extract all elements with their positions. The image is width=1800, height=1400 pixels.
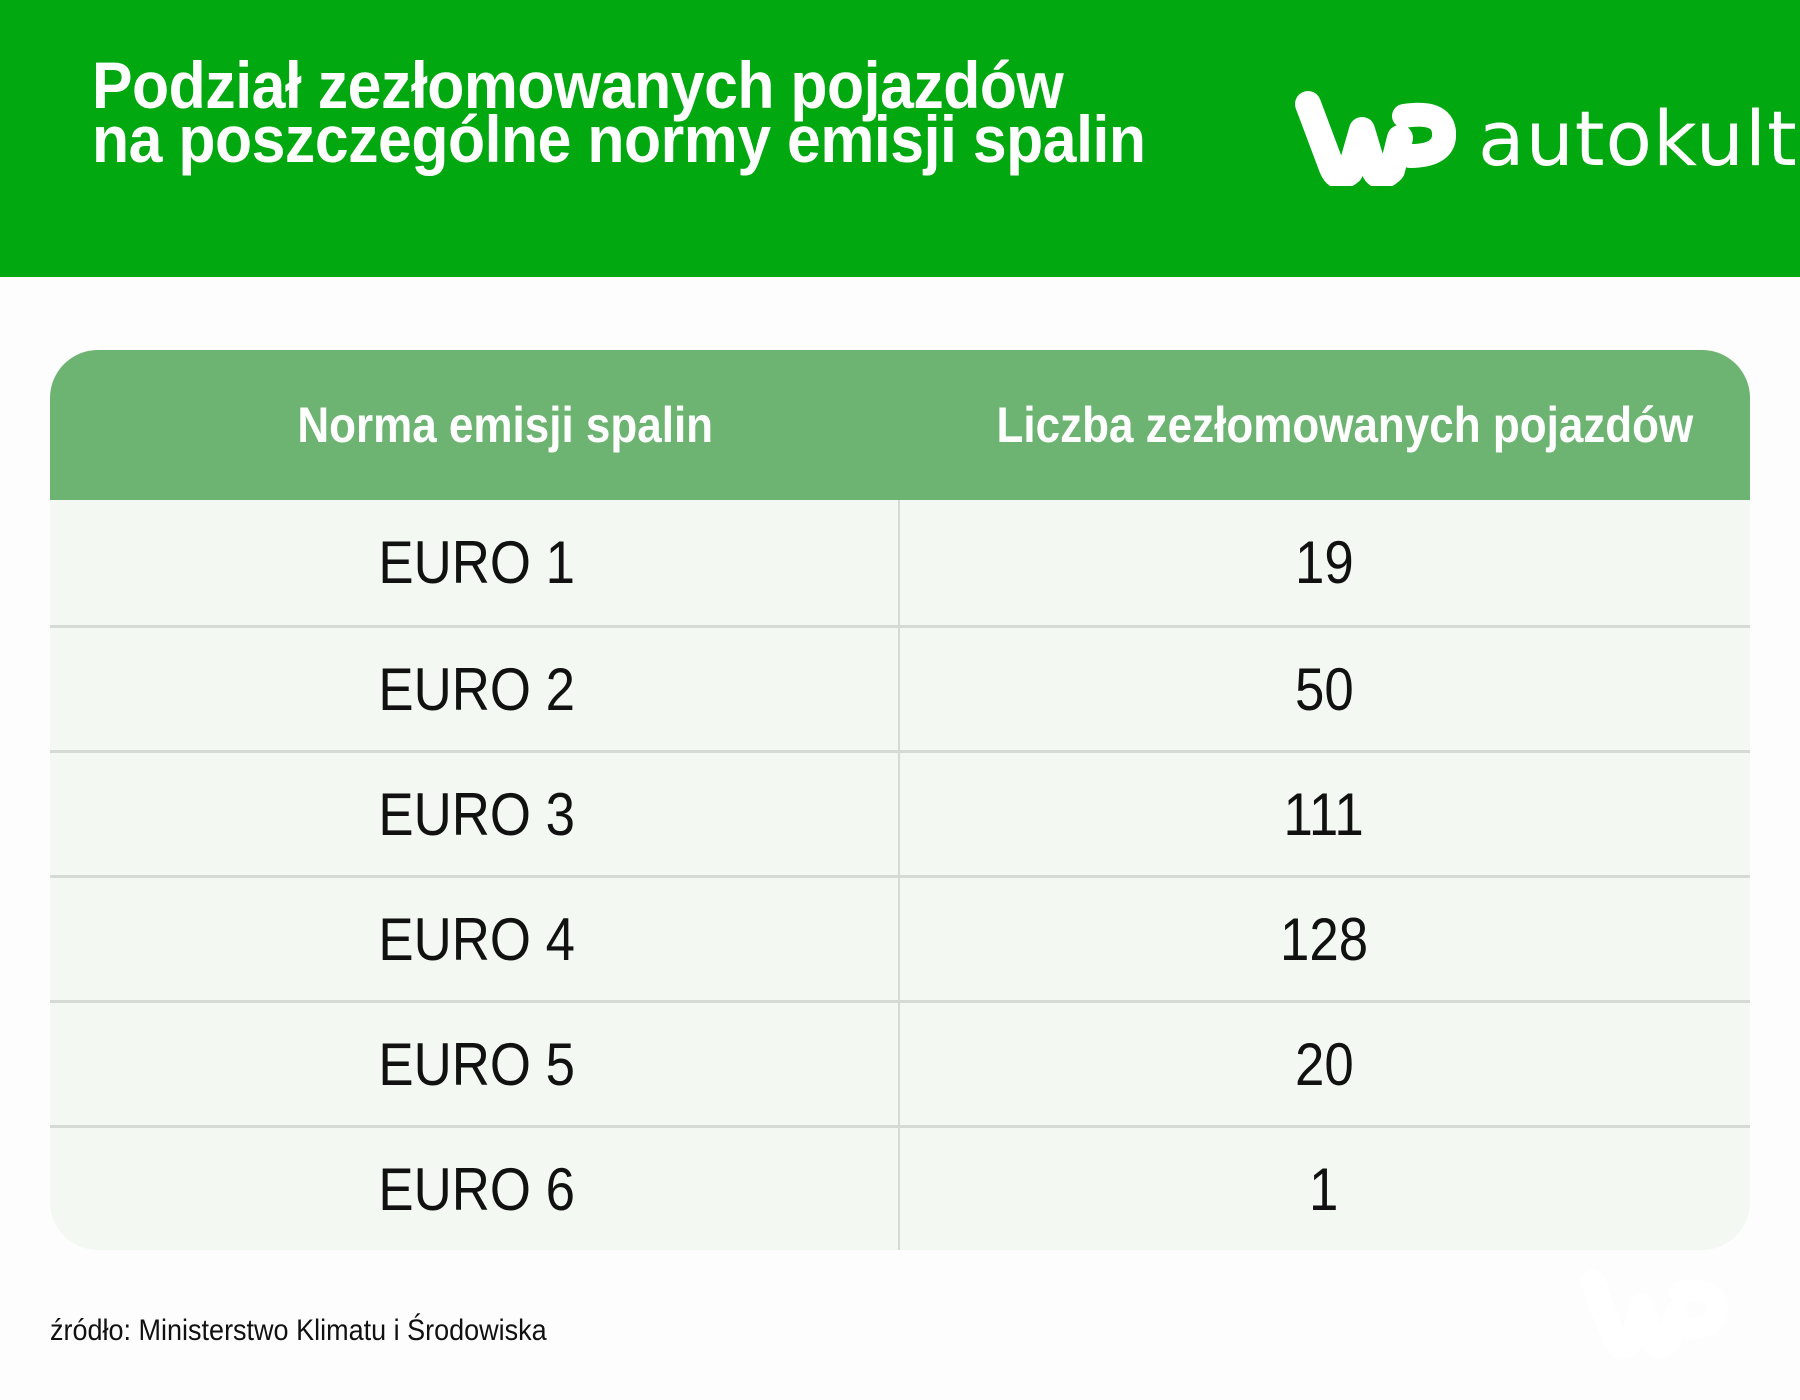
emission-table: Norma emisji spalin Liczba zezłomowanych… (50, 350, 1750, 1250)
cell-count: 20 (1294, 1030, 1354, 1098)
column-header-count: Liczba zezłomowanych pojazdów (996, 397, 1694, 453)
cell-count: 50 (1294, 655, 1354, 723)
wp-watermark-icon (1580, 1269, 1728, 1359)
title-line-2: na poszczególne normy emisji spalin (92, 102, 1146, 176)
brand-logo: autokult (1292, 88, 1798, 188)
cell-norm: EURO 2 (50, 628, 900, 750)
table-row: EURO 3 111 (50, 750, 1750, 875)
table-row: EURO 6 1 (50, 1125, 1750, 1250)
table-body: EURO 1 19 EURO 2 50 EURO 3 111 EURO 4 12… (50, 500, 1750, 1250)
table-row: EURO 4 128 (50, 875, 1750, 1000)
header-banner: Podział zezłomowanych pojazdów na poszcz… (0, 0, 1800, 277)
brand-name: autokult (1478, 93, 1798, 183)
cell-norm: EURO 3 (50, 753, 900, 875)
cell-norm: EURO 5 (50, 1003, 900, 1125)
cell-count: 1 (1309, 1155, 1339, 1223)
table-row: EURO 5 20 (50, 1000, 1750, 1125)
cell-norm: EURO 6 (50, 1128, 900, 1250)
cell-norm: EURO 4 (50, 878, 900, 1000)
cell-count: 19 (1294, 529, 1354, 596)
cell-count: 111 (1283, 780, 1365, 848)
cell-norm: EURO 1 (50, 500, 900, 625)
table-header: Norma emisji spalin Liczba zezłomowanych… (50, 350, 1750, 500)
cell-count: 128 (1279, 905, 1369, 973)
column-header-norm: Norma emisji spalin (297, 397, 713, 453)
title-line-1: Podział zezłomowanych pojazdów (92, 48, 1064, 122)
table-row: EURO 2 50 (50, 625, 1750, 750)
table-row: EURO 1 19 (50, 500, 1750, 625)
wp-logo-icon (1295, 91, 1456, 186)
source-note: źródło: Ministerstwo Klimatu i Środowisk… (50, 1314, 547, 1347)
page-title: Podział zezłomowanych pojazdów na poszcz… (92, 48, 1237, 176)
